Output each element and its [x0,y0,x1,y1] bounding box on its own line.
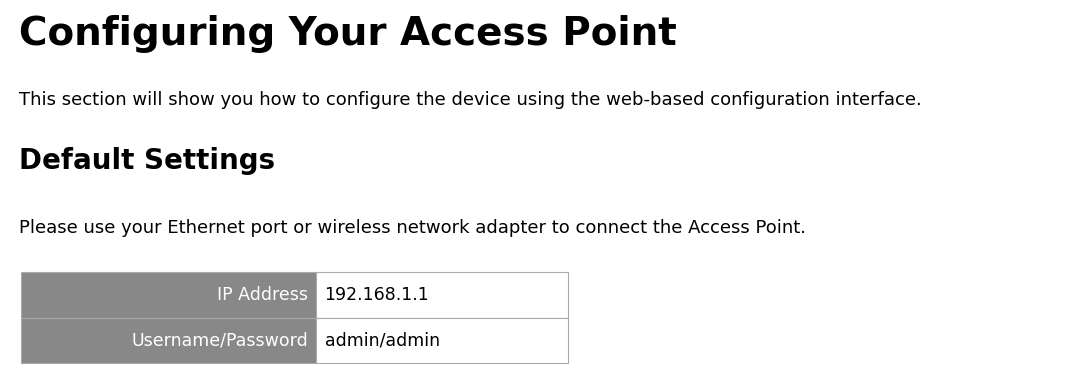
Bar [316,272,568,318]
Text: admin/admin: admin/admin [325,331,439,349]
Bar [21,318,316,363]
Text: 192.168.1.1: 192.168.1.1 [325,286,429,304]
Bar [316,318,568,363]
Text: Username/Password: Username/Password [132,331,308,349]
Text: This section will show you how to configure the device using the web-based confi: This section will show you how to config… [19,91,922,109]
Bar [21,272,316,318]
Text: Configuring Your Access Point: Configuring Your Access Point [19,15,677,53]
Text: Default Settings: Default Settings [19,147,275,175]
Text: IP Address: IP Address [217,286,308,304]
Text: Please use your Ethernet port or wireless network adapter to connect the Access : Please use your Ethernet port or wireles… [19,219,806,237]
